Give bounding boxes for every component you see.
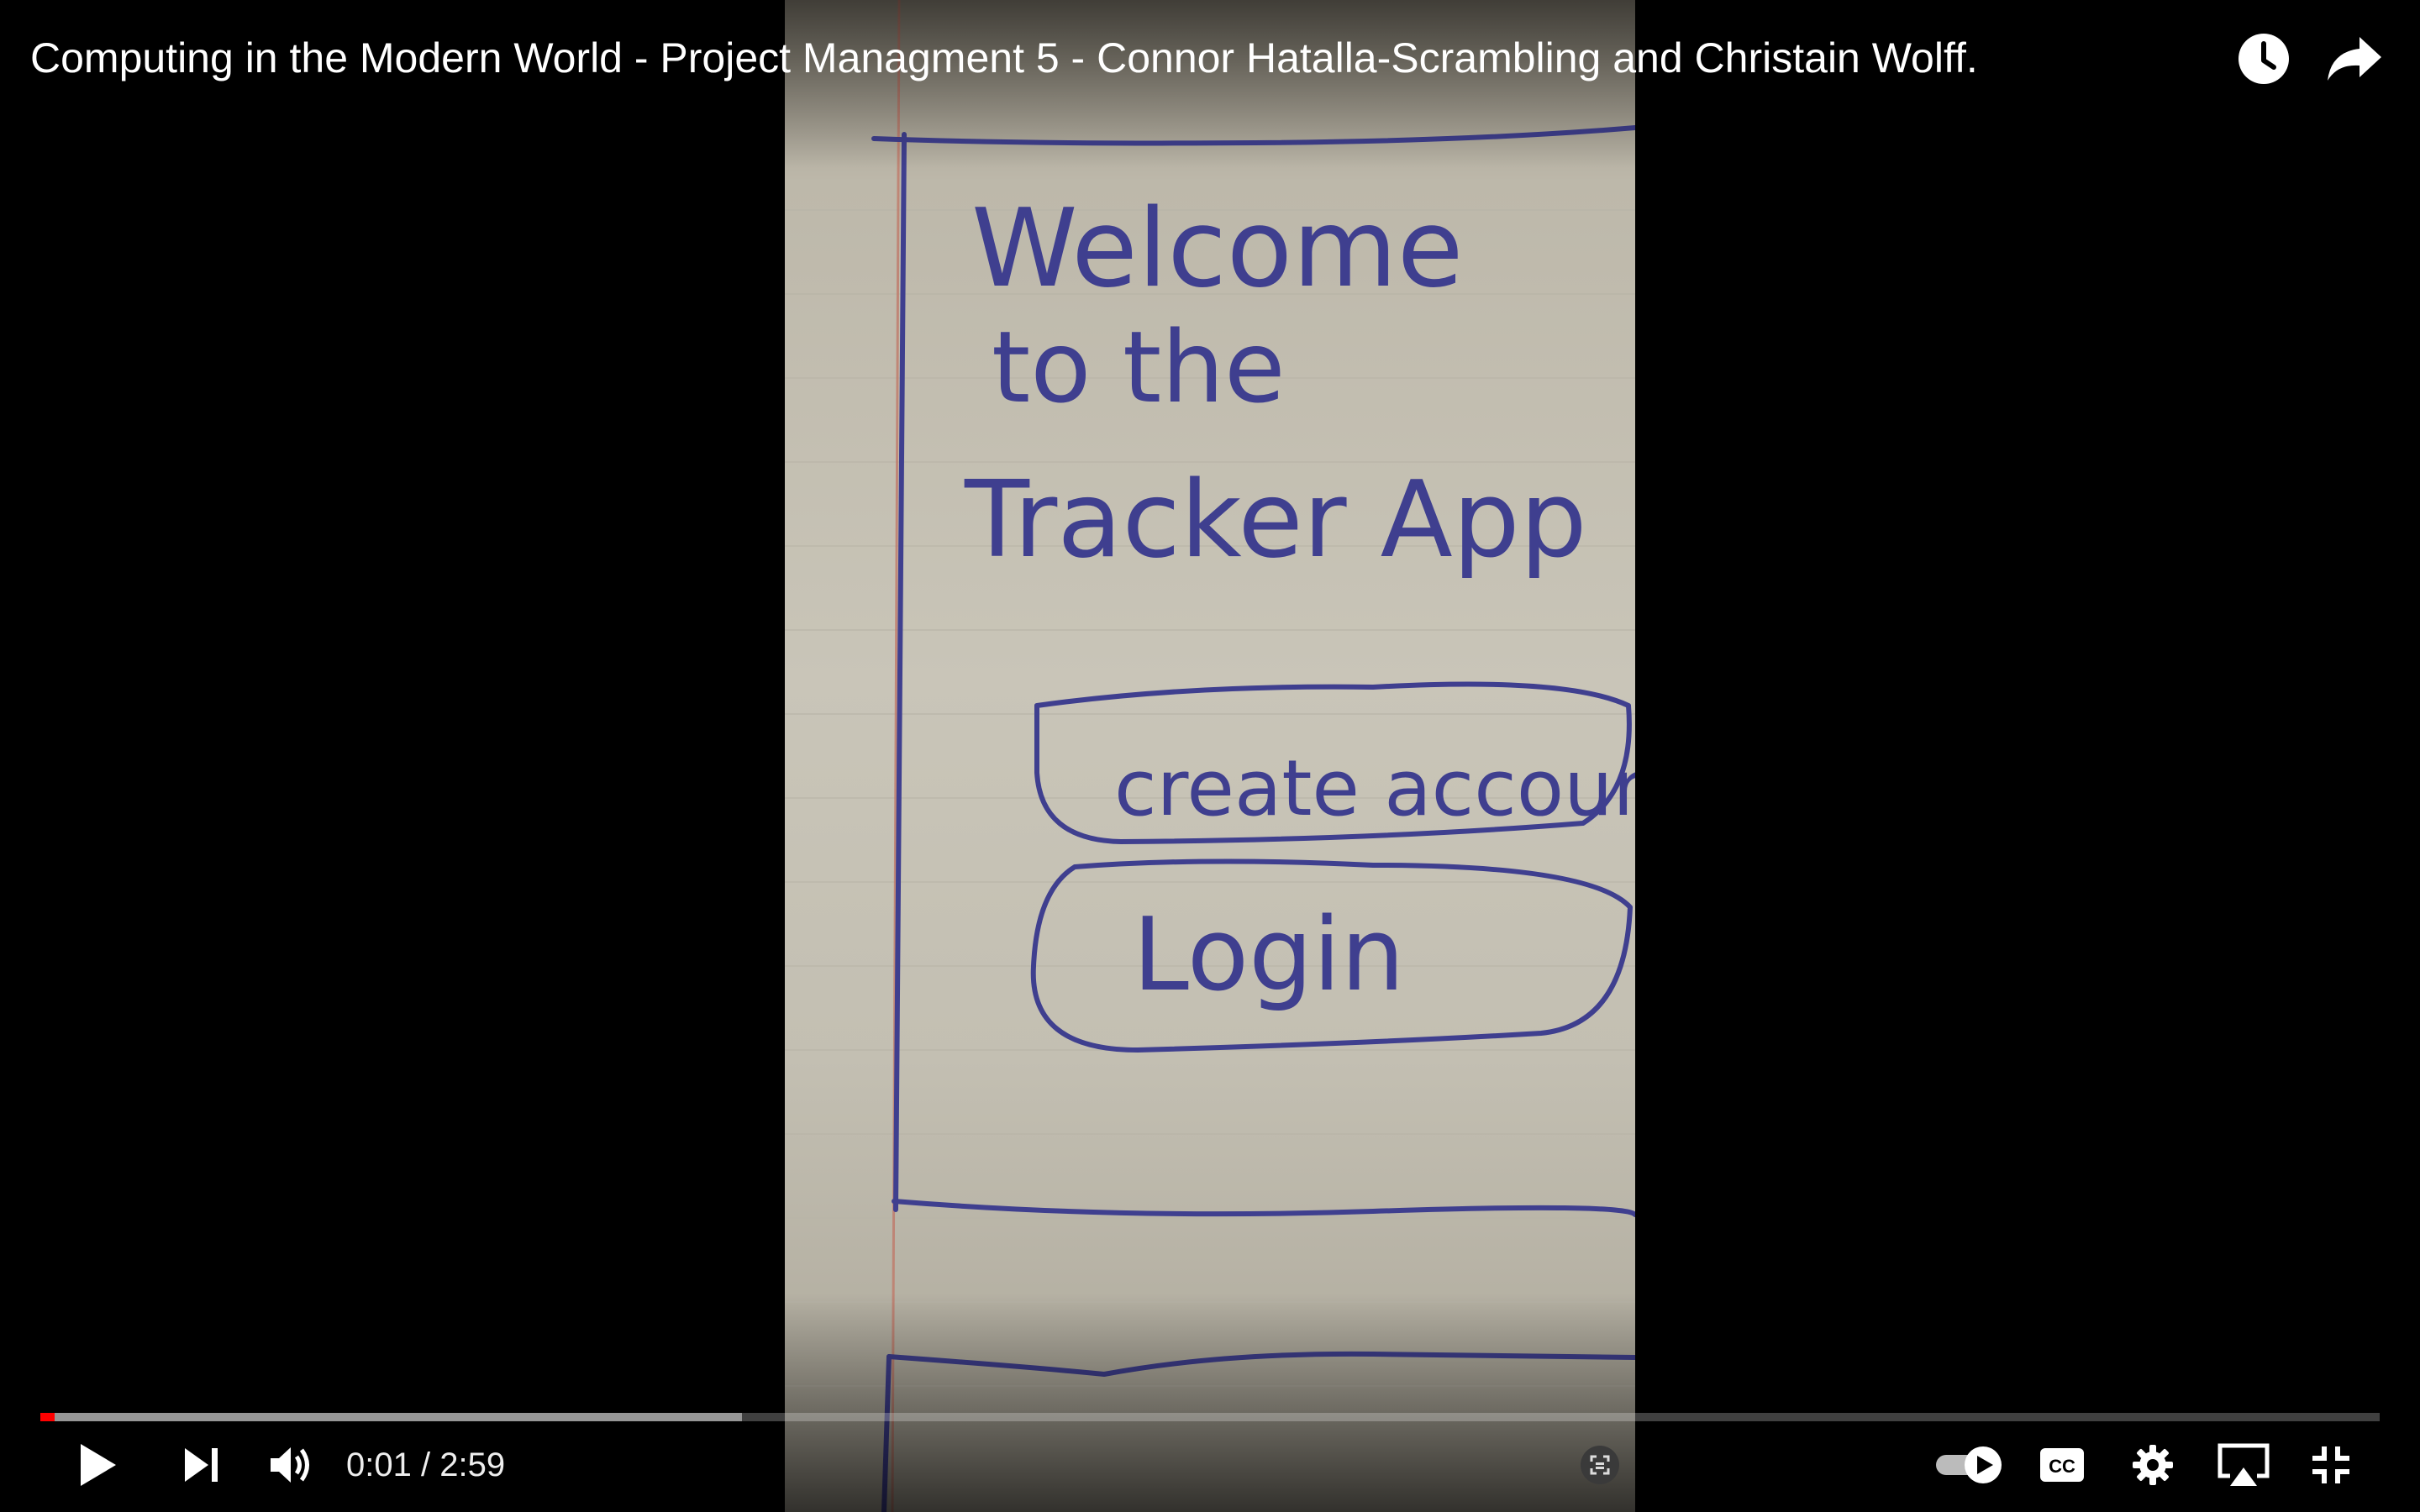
progress-track (40, 1413, 2380, 1421)
settings-button[interactable] (2126, 1428, 2180, 1502)
svg-text:CC: CC (2049, 1456, 2075, 1477)
airplay-icon (2217, 1443, 2270, 1486)
sketch-create-account-label: create account (1114, 743, 1635, 833)
time-separator: / (420, 1446, 431, 1483)
play-button[interactable] (64, 1428, 131, 1502)
progress-played (40, 1413, 55, 1421)
progress-buffered (40, 1413, 743, 1421)
exit-fullscreen-icon (2312, 1446, 2349, 1483)
captions-icon: CC (2040, 1448, 2084, 1482)
time-display: 0:01 / 2:59 (346, 1438, 505, 1492)
next-button[interactable] (168, 1428, 235, 1502)
sketch-login-label: Login (1133, 897, 1405, 1014)
watch-later-button[interactable] (2230, 25, 2297, 92)
current-time: 0:01 (346, 1446, 412, 1483)
paper-sketch: Welcome to the Tracker App create accoun… (785, 0, 1635, 1512)
volume-button[interactable] (257, 1428, 324, 1502)
play-icon (81, 1444, 116, 1486)
watch-later-icon (2238, 34, 2289, 84)
screenshot-icon (1581, 1446, 1619, 1484)
duration: 2:59 (439, 1446, 506, 1483)
airplay-button[interactable] (2215, 1428, 2272, 1502)
autoplay-toggle[interactable] (1933, 1428, 2008, 1502)
sketch-heading-line3: Tracker App (964, 458, 1587, 581)
video-frame[interactable]: Welcome to the Tracker App create accoun… (785, 0, 1635, 1512)
sketch-heading-line1: Welcome (971, 186, 1464, 312)
settings-icon (2133, 1445, 2173, 1485)
share-icon (2328, 37, 2381, 81)
progress-bar[interactable] (40, 1404, 2380, 1430)
exit-fullscreen-button[interactable] (2304, 1428, 2358, 1502)
next-icon (185, 1448, 218, 1482)
screenshot-button[interactable] (1578, 1428, 1622, 1502)
video-title[interactable]: Computing in the Modern World - Project … (30, 34, 1978, 81)
captions-button[interactable]: CC (2035, 1428, 2089, 1502)
sketch-heading-line2: to the (992, 309, 1286, 425)
share-button[interactable] (2321, 25, 2388, 92)
autoplay-toggle-icon (1936, 1446, 2002, 1483)
volume-icon (271, 1447, 309, 1483)
